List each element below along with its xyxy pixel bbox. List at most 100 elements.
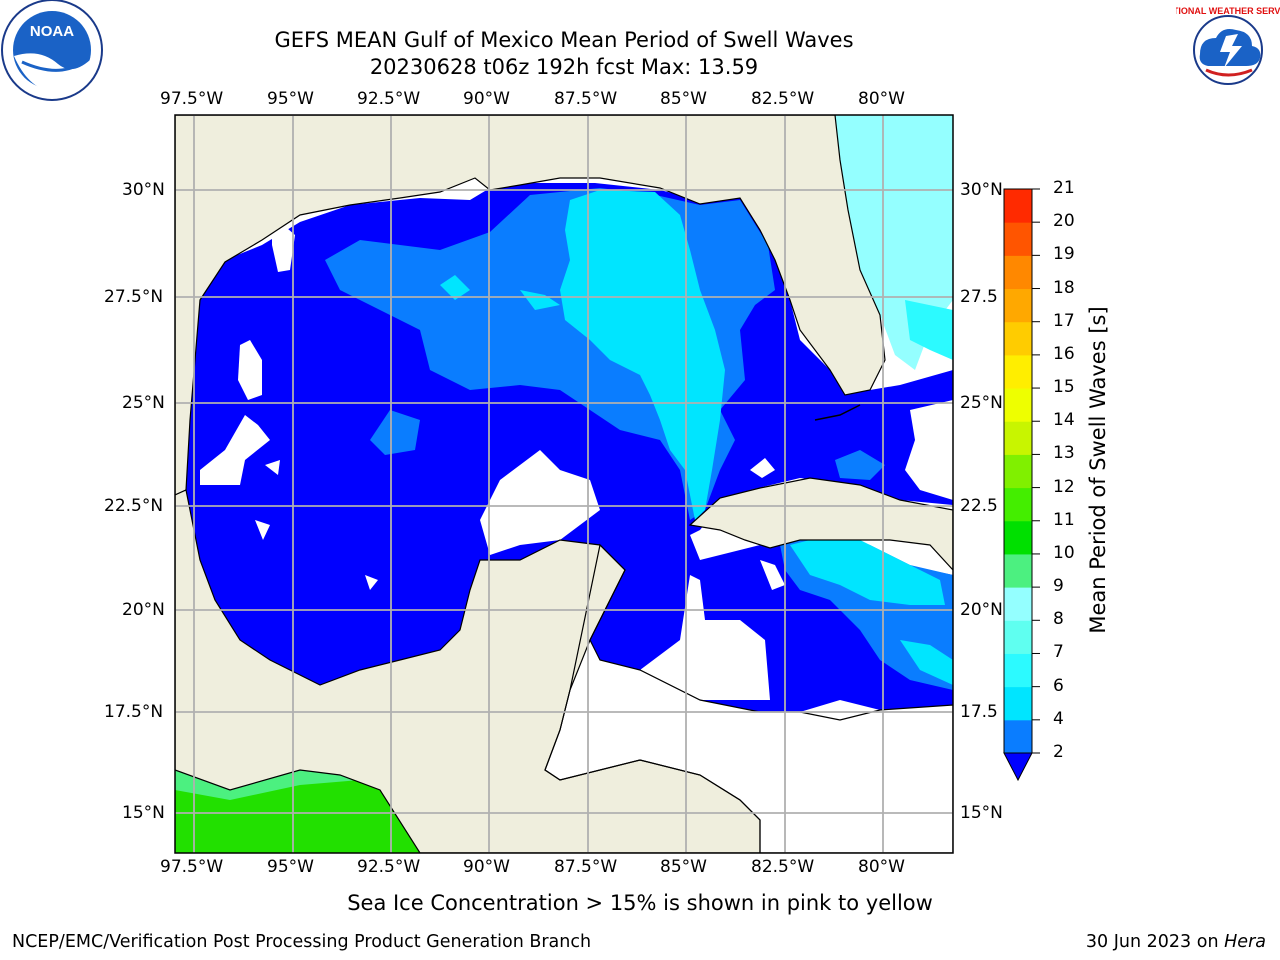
colorbar-tick-label: 9 bbox=[1053, 576, 1064, 597]
lat-tick-label: 27.5°N bbox=[104, 287, 164, 307]
lon-tick-label: 82.5°W bbox=[751, 857, 815, 877]
lat-tick-label: 25°N bbox=[122, 393, 165, 413]
swell-region-4-6 bbox=[440, 275, 470, 300]
lat-tick-label: 20°N bbox=[960, 600, 1003, 620]
colorbar-tick-label: 11 bbox=[1053, 509, 1075, 530]
footer-org: NCEP/EMC/Verification Post Processing Pr… bbox=[12, 932, 592, 952]
lat-tick-label: 20°N bbox=[122, 600, 165, 620]
colorbar-segment bbox=[1004, 255, 1032, 290]
colorbar-title: Mean Period of Swell Waves [s] bbox=[1086, 306, 1110, 634]
colorbar-tick-label: 14 bbox=[1053, 410, 1075, 431]
colorbar-tick-label: 18 bbox=[1053, 277, 1075, 298]
colorbar-tick-label: 6 bbox=[1053, 675, 1064, 696]
swell-region-4-6 bbox=[520, 290, 560, 310]
lat-tick-label: 30°N bbox=[122, 180, 165, 200]
lon-tick-label: 80°W bbox=[858, 857, 905, 877]
swell-region-lt2 bbox=[186, 183, 953, 712]
lon-tick-label: 90°W bbox=[463, 857, 510, 877]
colorbar-segment bbox=[1004, 388, 1032, 422]
lat-tick-label: 17.5°N bbox=[104, 702, 164, 722]
colorbar-segment bbox=[1004, 620, 1032, 654]
undefined-patch bbox=[365, 575, 378, 590]
lon-tick-label: 92.5°W bbox=[357, 89, 421, 109]
undefined-patch bbox=[640, 575, 770, 700]
lat-tick-label: 22.5°N bbox=[104, 496, 164, 516]
colorbar-segment bbox=[1004, 686, 1032, 721]
lat-tick-label: 22.5 bbox=[960, 496, 998, 516]
colorbar-tick-label: 10 bbox=[1053, 542, 1075, 563]
colorbar-segment bbox=[1004, 288, 1032, 323]
undefined-patch bbox=[480, 450, 600, 555]
lon-tick-label: 95°W bbox=[267, 89, 314, 109]
colorbar-tick-label: 13 bbox=[1053, 443, 1075, 464]
nws-logo-text: NATIONAL WEATHER SERVICE bbox=[1176, 6, 1280, 16]
lon-tick-label: 90°W bbox=[463, 89, 510, 109]
lon-tick-label: 97.5°W bbox=[160, 89, 224, 109]
undefined-patch bbox=[200, 415, 270, 485]
colorbar-tick-label: 7 bbox=[1053, 642, 1064, 663]
colorbar-tick-label: 2 bbox=[1053, 742, 1064, 762]
colorbar-segment bbox=[1004, 222, 1032, 256]
florida-keys bbox=[814, 404, 861, 421]
land-yucatan-peninsula bbox=[544, 543, 953, 853]
colorbar-tick-label: 4 bbox=[1053, 708, 1064, 729]
swell-region-2-4 bbox=[835, 450, 885, 480]
colorbar bbox=[1003, 188, 1040, 782]
colorbar-segment bbox=[1004, 354, 1032, 389]
lat-tick-label: 25°N bbox=[960, 393, 1003, 413]
swell-region-4-6 bbox=[560, 190, 725, 520]
nws-logo: NATIONAL WEATHER SERVICE bbox=[1176, 2, 1280, 98]
colorbar-frame bbox=[1003, 188, 1033, 754]
swell-region-4-6 bbox=[905, 300, 953, 360]
colorbar-tick-label: 20 bbox=[1053, 211, 1075, 232]
undefined-patch bbox=[760, 560, 785, 590]
ice-note: Sea Ice Concentration > 15% is shown in … bbox=[347, 891, 933, 915]
lon-tick-label: 97.5°W bbox=[160, 857, 224, 877]
swell-region-green bbox=[175, 770, 360, 800]
lon-tick-label: 82.5°W bbox=[751, 89, 815, 109]
footer-date: 30 Jun 2023 on Hera bbox=[1086, 932, 1266, 952]
lat-tick-label: 30°N bbox=[960, 180, 1003, 200]
swell-region-4-6 bbox=[900, 640, 953, 685]
lon-tick-label: 95°W bbox=[267, 857, 314, 877]
colorbar-tick-label: 19 bbox=[1053, 244, 1075, 265]
chart-subtitle: 20230628 t06z 192h fcst Max: 13.59 bbox=[369, 55, 759, 79]
colorbar-segment bbox=[1004, 321, 1032, 356]
undefined-patch bbox=[255, 520, 270, 540]
undefined-patch bbox=[905, 400, 953, 500]
colorbar-segment bbox=[1004, 520, 1032, 555]
colorbar-tick-label: 17 bbox=[1053, 310, 1075, 331]
footer-machine: Hera bbox=[1224, 932, 1266, 952]
undefined-patch bbox=[238, 340, 262, 400]
lat-tick-label: 15°N bbox=[122, 803, 165, 823]
colorbar-tick-label: 16 bbox=[1053, 343, 1075, 364]
map-frame bbox=[174, 114, 954, 854]
colorbar-tick-label: 12 bbox=[1053, 476, 1075, 497]
colorbar-segment bbox=[1004, 653, 1032, 688]
lon-tick-label: 85°W bbox=[660, 89, 707, 109]
swell-region-2-4 bbox=[370, 410, 420, 455]
colorbar-segment bbox=[1004, 587, 1032, 621]
colorbar-segment bbox=[1004, 487, 1032, 522]
colorbar-segment bbox=[1004, 454, 1032, 489]
lat-tick-label: 15°N bbox=[960, 803, 1003, 823]
lon-tick-label: 87.5°W bbox=[554, 89, 618, 109]
lat-tick-label: 17.5 bbox=[960, 702, 998, 722]
colorbar-extend-arrow bbox=[1003, 752, 1033, 782]
map-gridlines bbox=[175, 115, 953, 853]
lon-tick-label: 80°W bbox=[858, 89, 905, 109]
colorbar-segment bbox=[1004, 553, 1032, 588]
colorbar-tick-label: 21 bbox=[1053, 178, 1075, 198]
colorbar-tick-label: 8 bbox=[1053, 609, 1064, 630]
noaa-logo: NOAA bbox=[1, 0, 103, 101]
swell-region-4-6 bbox=[790, 535, 945, 605]
undefined-patch bbox=[265, 460, 280, 475]
lat-tick-label: 27.5 bbox=[960, 287, 998, 307]
colorbar-segment bbox=[1004, 189, 1032, 223]
undefined-patch bbox=[750, 458, 775, 478]
colorbar-tick-label: 15 bbox=[1053, 377, 1075, 398]
lon-tick-label: 92.5°W bbox=[357, 857, 421, 877]
colorbar-segment bbox=[1004, 719, 1032, 754]
lon-tick-label: 85°W bbox=[660, 857, 707, 877]
